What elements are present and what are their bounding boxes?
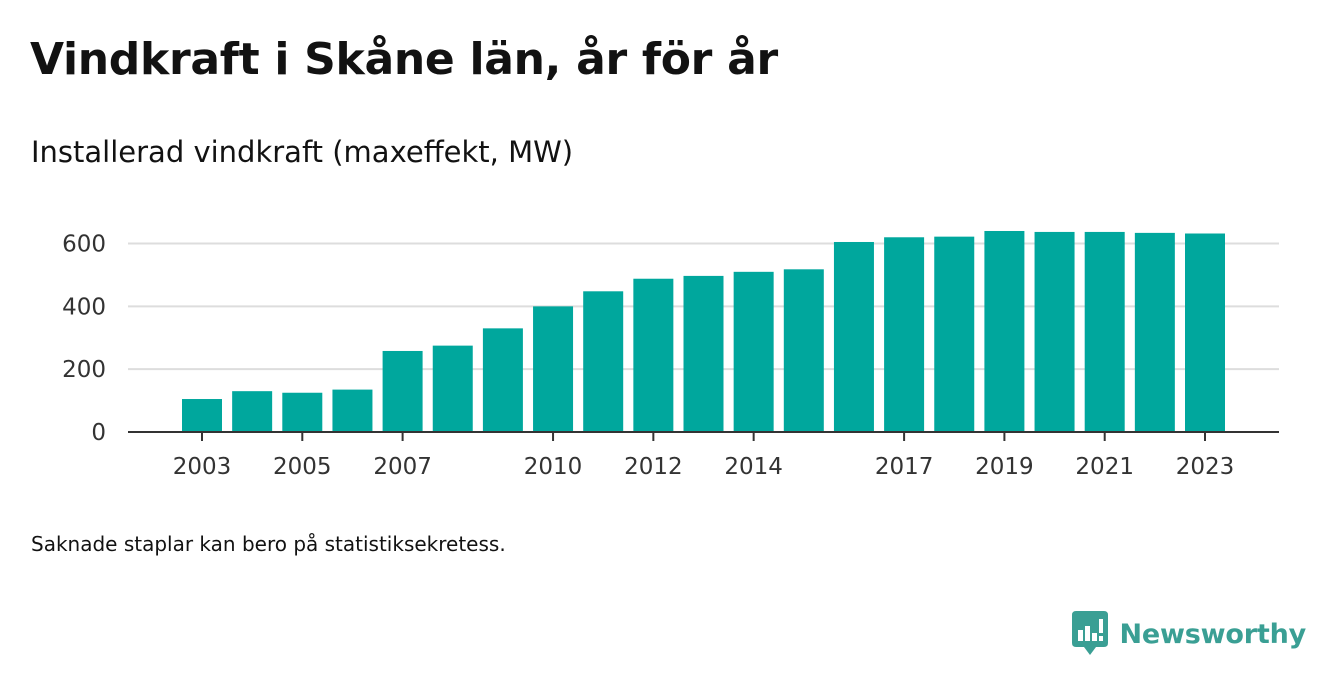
x-tick-label-2023: 2023 — [1176, 454, 1235, 480]
x-tick-label-2007: 2007 — [373, 454, 432, 480]
x-axis — [128, 431, 1279, 441]
x-tick-label-2010: 2010 — [524, 454, 583, 480]
x-tick-label-2021: 2021 — [1075, 454, 1134, 480]
x-axis-labels: 2003 2005 2007 2010 2012 2014 2017 2019 2021 2023 — [173, 454, 1235, 480]
x-tick-label-2003: 2003 — [173, 454, 232, 480]
newsworthy-logo-icon — [1071, 611, 1108, 655]
chart-subtitle: Installerad vindkraft (maxeffekt, MW) — [31, 135, 574, 169]
bar-2023 — [1185, 233, 1225, 432]
footnote: Saknade staplar kan bero på statistiksek… — [31, 532, 506, 556]
bar-2013 — [683, 275, 724, 432]
bar-2009 — [482, 328, 523, 432]
bar-2007 — [382, 350, 423, 432]
brand[interactable]: Newsworthy — [1071, 611, 1307, 657]
bar-2022 — [1134, 232, 1175, 432]
bar-2010 — [533, 306, 574, 432]
bar-2017 — [884, 237, 925, 432]
bar-2016 — [833, 241, 874, 432]
x-tick-label-2014: 2014 — [724, 454, 783, 480]
bar-2004 — [232, 391, 273, 432]
bar-2014 — [733, 271, 774, 432]
x-tick-label-2012: 2012 — [624, 454, 683, 480]
x-tick-label-2005: 2005 — [273, 454, 332, 480]
bar-2015 — [783, 269, 824, 432]
bar-2008 — [432, 345, 473, 432]
bars — [182, 230, 1225, 432]
bar-2003 — [182, 399, 222, 432]
y-axis-labels: 0 200 400 600 — [62, 232, 106, 446]
y-tick-label-400: 400 — [62, 294, 106, 320]
x-tick-label-2019: 2019 — [975, 454, 1034, 480]
bar-2005 — [282, 392, 323, 432]
y-tick-label-600: 600 — [62, 232, 106, 258]
y-tick-label-200: 200 — [62, 357, 106, 383]
bar-2018 — [934, 236, 975, 432]
y-tick-label-0: 0 — [91, 420, 106, 446]
bar-2012 — [633, 278, 674, 432]
x-tick-label-2017: 2017 — [875, 454, 934, 480]
chart-title: Vindkraft i Skåne län, år för år — [30, 34, 778, 85]
bar-2019 — [984, 230, 1025, 432]
bar-2011 — [583, 291, 624, 432]
bar-2020 — [1034, 231, 1075, 432]
brand-name[interactable]: Newsworthy — [1119, 618, 1307, 650]
bar-2006 — [332, 389, 373, 432]
bar-2021 — [1084, 231, 1125, 432]
